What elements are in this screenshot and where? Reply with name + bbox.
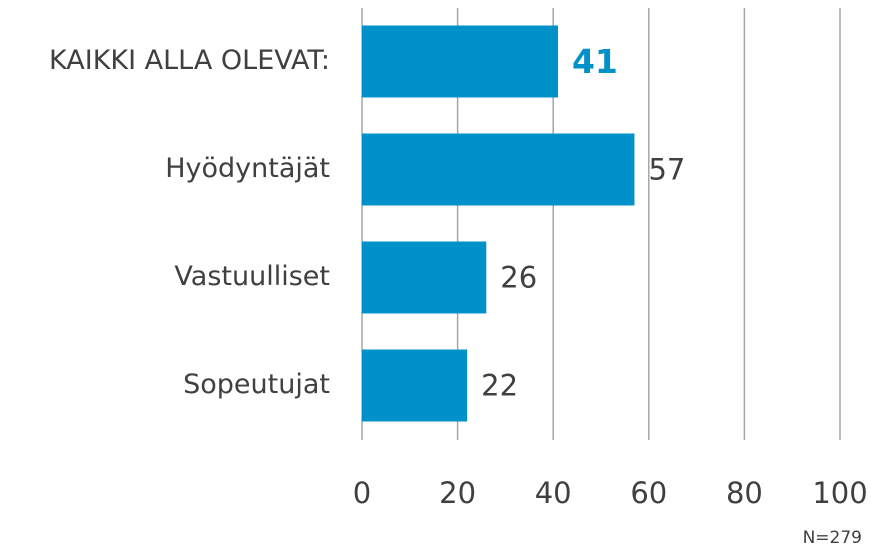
value-label: 22: [481, 369, 518, 403]
x-tick-label: 40: [535, 476, 572, 510]
note: N=279: [803, 528, 862, 548]
bar: [362, 25, 558, 98]
value-label: 41: [572, 42, 618, 81]
value-label: 26: [500, 261, 537, 295]
bar: [362, 133, 635, 206]
x-tick-label: 0: [353, 476, 371, 510]
category-label: Vastuulliset: [174, 261, 330, 292]
category-label: KAIKKI ALLA OLEVAT:: [49, 45, 330, 76]
value-label: 57: [648, 153, 685, 187]
x-tick-label: 60: [630, 476, 667, 510]
category-label: Hyödyntäjät: [165, 153, 330, 184]
bar: [362, 241, 487, 314]
x-tick-label: 20: [439, 476, 476, 510]
category-label: Sopeutujat: [183, 369, 330, 400]
bar: [362, 349, 468, 422]
x-tick-label: 80: [726, 476, 763, 510]
x-tick-label: 100: [812, 476, 867, 510]
